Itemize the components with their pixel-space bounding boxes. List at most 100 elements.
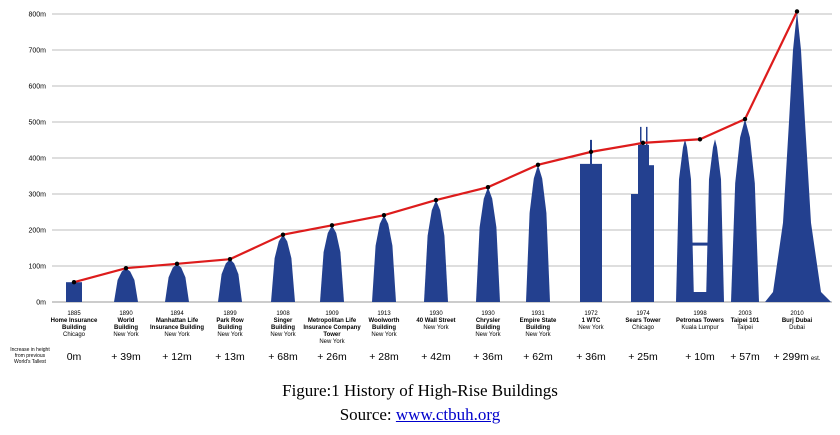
building-silhouette (66, 282, 82, 302)
height-point (535, 162, 541, 168)
building-city: New York (578, 325, 604, 331)
building-city: Kuala Lumpur (681, 325, 718, 331)
height-point (485, 184, 491, 190)
building-year: 1908 (276, 311, 290, 317)
building-silhouette (320, 225, 344, 302)
building-year: 1890 (119, 311, 133, 317)
height-point (123, 265, 129, 271)
building-city: New York (319, 339, 345, 345)
height-increase: + 57m (730, 351, 760, 363)
building-name: Manhattan Life (156, 318, 199, 324)
building-name: Building (62, 325, 86, 331)
building-name: Building (372, 325, 396, 331)
height-point (71, 280, 77, 285)
building-silhouette (372, 215, 396, 302)
building-year: 1930 (481, 311, 495, 317)
building-year: 2010 (790, 311, 804, 317)
height-point (640, 140, 646, 146)
source-caption: Source: www.ctbuh.org (0, 405, 840, 425)
increase-caption: Increase in height from previous World's T… (10, 347, 50, 365)
building-name: Burj Dubai (782, 318, 813, 324)
height-point (697, 137, 703, 142)
height-increase: + 42m (421, 351, 451, 363)
building-name: World (118, 318, 135, 324)
height-increase: + 36m (576, 351, 606, 363)
building-name: Empire State (520, 318, 557, 324)
building-city: New York (525, 332, 551, 338)
height-increase: + 10m (685, 351, 715, 363)
building-year: 1885 (67, 311, 81, 317)
height-increase: + 26m (317, 351, 347, 363)
source-link[interactable]: www.ctbuh.org (395, 405, 501, 424)
height-increase: + 36m (473, 351, 503, 363)
building-name: Insurance Company (303, 325, 361, 331)
building-name: Building (114, 325, 138, 331)
building-name: Insurance Building (150, 325, 204, 331)
building-city: Dubai (789, 325, 805, 331)
building-name: Singer (274, 318, 293, 324)
height-increase: + 62m (523, 351, 553, 363)
building-silhouette (218, 259, 242, 302)
building-name: Home Insurance (51, 318, 98, 324)
height-point (280, 232, 286, 237)
building-name: 1 WTC (582, 318, 601, 324)
source-label: Source: (339, 405, 396, 424)
building-city: Taipei (737, 325, 753, 331)
building-city: New York (270, 332, 296, 338)
height-increase: + 68m (268, 351, 298, 363)
height-point (174, 261, 180, 267)
building-silhouette (731, 119, 759, 303)
height-point (794, 9, 800, 14)
y-tick-label: 500m (28, 120, 46, 127)
building-city: New York (164, 332, 190, 338)
building-silhouette (631, 126, 654, 302)
height-point (742, 116, 748, 122)
y-tick-label: 200m (28, 228, 46, 235)
y-tick-label: 800m (28, 12, 46, 19)
building-year: 1894 (170, 311, 184, 317)
y-tick-label: 400m (28, 156, 46, 163)
building-silhouette (765, 11, 831, 302)
building-name: Building (476, 325, 500, 331)
building-city: New York (217, 332, 243, 338)
height-point (329, 223, 335, 228)
building-name: Building (271, 325, 295, 331)
building-city: New York (475, 332, 501, 338)
building-year: 1931 (531, 311, 545, 317)
building-silhouette (114, 268, 138, 302)
building-name: Woolworth (369, 318, 400, 324)
building-year: 2003 (738, 311, 752, 317)
y-tick-label: 300m (28, 192, 46, 199)
building-year: 1909 (325, 311, 339, 317)
height-increase: + 39m (111, 351, 141, 363)
building-name: Building (526, 325, 550, 331)
building-year: 1974 (636, 311, 650, 317)
height-increase: + 12m (162, 351, 192, 363)
y-tick-label: 100m (28, 264, 46, 271)
building-silhouette (271, 234, 295, 302)
height-point (381, 213, 387, 218)
building-name: Metropolitan Life (308, 318, 357, 324)
building-city: Chicago (63, 332, 86, 338)
building-city: New York (371, 332, 397, 338)
height-point (588, 149, 594, 155)
building-name: Tower (323, 332, 341, 338)
building-year: 1998 (693, 311, 707, 317)
building-city: New York (113, 332, 139, 338)
height-point (227, 256, 233, 262)
height-increase: 0m (67, 351, 82, 363)
building-name: Sears Tower (625, 318, 661, 324)
height-increase: + 299m est. (774, 351, 821, 363)
building-name: Taipei 101 (731, 318, 760, 324)
building-silhouette (526, 164, 550, 302)
building-name: Park Row (216, 318, 244, 324)
building-city: Chicago (632, 325, 655, 331)
building-name: Building (218, 325, 242, 331)
building-year: 1930 (429, 311, 443, 317)
figure-caption: Figure:1 History of High-Rise Buildings (282, 381, 558, 400)
height-increase: + 13m (215, 351, 245, 363)
building-name: Petronas Towers (676, 318, 725, 324)
building-year: 1972 (584, 311, 598, 317)
building-name: 40 Wall Street (416, 318, 455, 324)
height-increase: + 25m (628, 351, 658, 363)
